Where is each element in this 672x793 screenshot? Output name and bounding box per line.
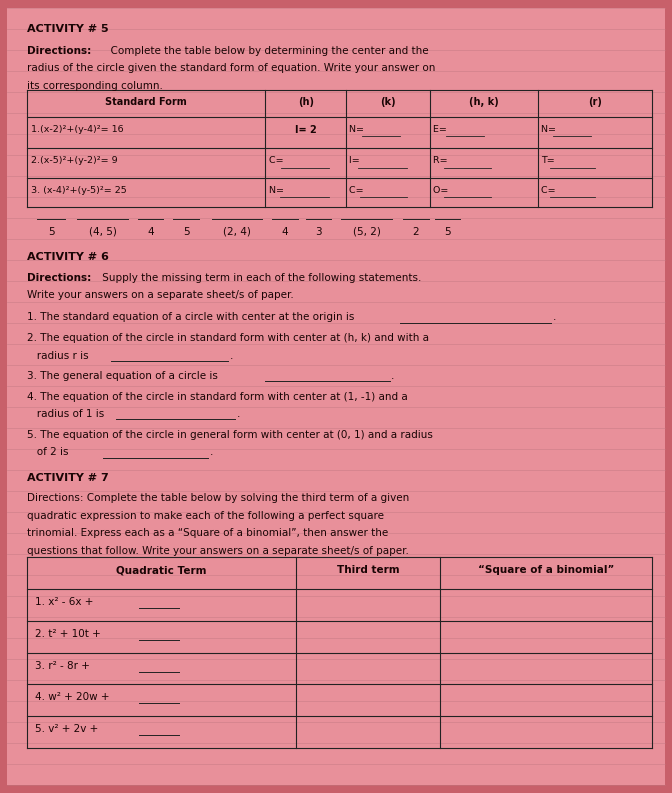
Text: (r): (r): [588, 97, 601, 107]
Text: (h, k): (h, k): [469, 97, 499, 107]
FancyBboxPatch shape: [7, 8, 665, 785]
Text: Directions: Complete the table below by solving the third term of a given: Directions: Complete the table below by …: [27, 493, 409, 504]
Text: Supply the missing term in each of the following statements.: Supply the missing term in each of the f…: [99, 273, 422, 283]
Text: questions that follow. Write your answers on a separate sheet/s of paper.: questions that follow. Write your answer…: [27, 546, 409, 556]
Text: (k): (k): [380, 97, 396, 107]
Text: “Square of a binomial”: “Square of a binomial”: [478, 565, 614, 576]
Text: 2: 2: [413, 227, 419, 237]
Text: .: .: [391, 371, 394, 381]
Text: Write your answers on a separate sheet/s of paper.: Write your answers on a separate sheet/s…: [27, 290, 294, 301]
Text: 3: 3: [315, 227, 322, 237]
Text: Complete the table below by determining the center and the: Complete the table below by determining …: [104, 46, 429, 56]
Text: radius of 1 is: radius of 1 is: [27, 409, 104, 419]
Text: ACTIVITY # 5: ACTIVITY # 5: [27, 24, 108, 34]
Text: .: .: [553, 312, 556, 323]
Text: Quadratic Term: Quadratic Term: [116, 565, 206, 576]
Text: 2. t² + 10t +: 2. t² + 10t +: [35, 629, 101, 639]
Text: Directions:: Directions:: [27, 273, 91, 283]
Text: 4: 4: [282, 227, 288, 237]
Text: Standard Form: Standard Form: [106, 97, 187, 107]
Text: ACTIVITY # 7: ACTIVITY # 7: [27, 473, 109, 483]
Text: 2.(x-5)²+(y-2)²= 9: 2.(x-5)²+(y-2)²= 9: [31, 156, 118, 165]
Text: (2, 4): (2, 4): [223, 227, 251, 237]
Text: N=: N=: [269, 186, 302, 194]
Text: 5: 5: [183, 227, 190, 237]
Text: N=: N=: [349, 125, 382, 133]
Text: 1. The standard equation of a circle with center at the origin is: 1. The standard equation of a circle wit…: [27, 312, 354, 323]
Text: C=: C=: [541, 186, 574, 194]
Text: 4: 4: [147, 227, 154, 237]
Text: 4. w² + 20w +: 4. w² + 20w +: [35, 692, 110, 703]
Text: C=: C=: [269, 156, 302, 165]
Text: I= 2: I= 2: [295, 125, 317, 135]
Text: .: .: [210, 447, 213, 458]
Text: T=: T=: [541, 156, 573, 165]
Text: 4. The equation of the circle in standard form with center at (1, -1) and a: 4. The equation of the circle in standar…: [27, 392, 408, 402]
Text: quadratic expression to make each of the following a perfect square: quadratic expression to make each of the…: [27, 511, 384, 521]
Text: radius r is: radius r is: [27, 351, 89, 361]
Text: 5: 5: [48, 227, 54, 237]
Text: ACTIVITY # 6: ACTIVITY # 6: [27, 252, 109, 262]
Text: 3. r² - 8r +: 3. r² - 8r +: [35, 661, 90, 671]
Text: E=: E=: [433, 125, 465, 133]
Text: Third term: Third term: [337, 565, 399, 576]
Text: 3. (x-4)²+(y-5)²= 25: 3. (x-4)²+(y-5)²= 25: [31, 186, 126, 194]
Text: R=: R=: [433, 156, 466, 165]
Text: C=: C=: [349, 186, 382, 194]
Text: of 2 is: of 2 is: [27, 447, 69, 458]
Text: 1.(x-2)²+(y-4)²= 16: 1.(x-2)²+(y-4)²= 16: [31, 125, 124, 133]
Text: 5: 5: [444, 227, 451, 237]
Text: (h): (h): [298, 97, 314, 107]
Text: (4, 5): (4, 5): [89, 227, 116, 237]
Text: (5, 2): (5, 2): [353, 227, 380, 237]
Text: 3. The general equation of a circle is: 3. The general equation of a circle is: [27, 371, 218, 381]
Text: radius of the circle given the standard form of equation. Write your answer on: radius of the circle given the standard …: [27, 63, 435, 74]
Text: 5. The equation of the circle in general form with center at (0, 1) and a radius: 5. The equation of the circle in general…: [27, 430, 433, 440]
Text: .: .: [237, 409, 240, 419]
Text: .: .: [230, 351, 233, 361]
Text: 1. x² - 6x +: 1. x² - 6x +: [35, 597, 93, 607]
Text: trinomial. Express each as a “Square of a binomial”, then answer the: trinomial. Express each as a “Square of …: [27, 528, 388, 538]
Text: N=: N=: [541, 125, 574, 133]
Text: I=: I=: [349, 156, 381, 165]
Text: its corresponding column.: its corresponding column.: [27, 81, 163, 91]
Text: O=: O=: [433, 186, 467, 194]
Text: Directions:: Directions:: [27, 46, 91, 56]
Text: 2. The equation of the circle in standard form with center at (h, k) and with a: 2. The equation of the circle in standar…: [27, 333, 429, 343]
Text: 5. v² + 2v +: 5. v² + 2v +: [35, 724, 98, 734]
